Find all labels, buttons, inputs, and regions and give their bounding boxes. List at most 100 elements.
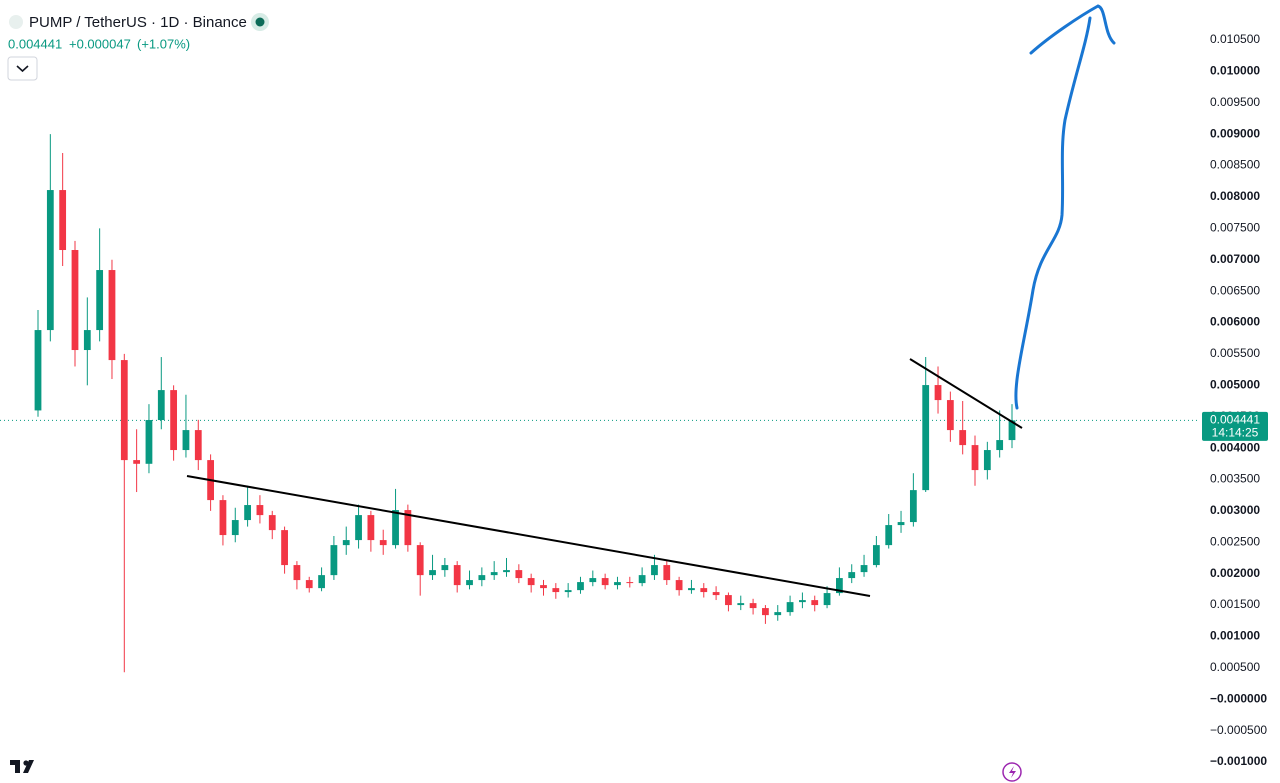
candle-body [318,575,325,589]
candle-body [725,595,732,606]
candle-body [946,400,954,431]
candle-body [971,445,979,471]
y-tick-label: 0.002000 [1210,566,1260,580]
candle-body [885,525,893,546]
candle-body [934,385,942,401]
candle-body [872,545,880,566]
candle-body [34,330,42,411]
candle-body [959,430,967,446]
candle-body [478,575,486,581]
candle-body [503,570,510,573]
chevron-icon [16,65,29,73]
candle-body [860,565,868,573]
candle-body [552,588,560,593]
candle-body [157,390,165,421]
chart-title: PUMP / TetherUS · 1D · Binance [29,14,247,31]
y-tick-label: 0.005500 [1210,346,1260,360]
symbol-logo [9,15,23,29]
candle-body [244,505,251,521]
candle-body [675,580,683,591]
candle-body [786,602,794,613]
price-tag-value: 0.004441 [1210,413,1260,427]
candle-body [120,360,128,461]
candle-body [59,190,67,251]
y-tick-label: 0.002500 [1210,534,1260,548]
candle-body [367,515,375,541]
candle-body [836,578,843,594]
candle-body [737,603,745,606]
candle-body [811,600,819,606]
market-status-dot [255,17,265,27]
y-tick-label: 0.007000 [1210,252,1260,266]
candle-body [848,572,856,579]
y-tick-label: −0.000500 [1210,723,1267,737]
collapse-button[interactable] [7,56,38,81]
y-tick-label: 0.009000 [1210,126,1260,140]
candle-body [490,572,498,576]
y-tick-label: 0.008000 [1210,189,1260,203]
price-change: +0.000047 [69,36,131,51]
candle-body [305,580,313,589]
candle-body [564,590,572,593]
candle-body [774,612,782,616]
trendline [909,358,1023,429]
candle-body [182,430,190,451]
candle-body [700,588,708,593]
y-tick-label: 0.005000 [1210,377,1260,391]
price-tag: 0.004441 14:14:25 [1202,411,1268,441]
candle-body [1008,420,1016,441]
y-tick-label: 0.010000 [1210,64,1260,78]
trendline [186,475,871,597]
candle-body [256,505,264,516]
candle-body [749,603,757,609]
y-tick-label: 0.001000 [1210,629,1260,643]
candle-body [231,520,239,536]
y-tick-label: 0.000500 [1210,660,1260,674]
header: PUMP / TetherUS · 1D · Binance 0.004441 … [7,13,269,81]
price-change-pct: (+1.07%) [137,36,190,51]
lightning-button[interactable] [1002,762,1022,782]
drawings [186,4,1116,597]
arrow-head [1029,4,1116,55]
candle-body [922,385,930,491]
y-tick-label: −0.001000 [1210,754,1267,768]
candle-body [466,580,473,586]
last-price: 0.004441 [8,36,62,51]
logo-mark [10,760,34,773]
candle-body [663,565,671,581]
price-tag-countdown: 14:14:25 [1212,426,1259,440]
candle-body [46,190,54,331]
candle-body [799,600,806,603]
candle-body [996,440,1004,451]
candle-body [712,592,720,596]
y-tick-label: −0.000000 [1210,691,1267,705]
candle-body [355,515,362,541]
arrow-drawing [1014,16,1092,410]
candle-body [897,522,905,526]
candle-body [268,515,276,531]
candle-body [429,570,436,576]
y-tick-label: 0.008500 [1210,158,1260,172]
y-tick-label: 0.006000 [1210,315,1260,329]
candle-body [651,565,658,576]
candle-body [589,578,597,583]
candle-body [379,540,387,546]
y-tick-label: 0.007500 [1210,221,1260,235]
tv-logo [10,760,34,773]
candle-body [540,585,547,589]
candle-body [145,420,153,464]
candle-body [83,330,91,351]
candle-body [133,460,141,464]
y-tick-label: 0.001500 [1210,597,1260,611]
candle-body [626,582,634,584]
y-tick-label: 0.010500 [1210,32,1260,46]
y-tick-label: 0.003500 [1210,472,1260,486]
candle-body [71,250,79,351]
candle-body [416,545,424,576]
y-tick-label: 0.003000 [1210,503,1260,517]
candle-body [330,545,338,576]
candle-body [909,490,917,523]
logo-dot [23,760,29,766]
y-tick-label: 0.006500 [1210,283,1260,297]
